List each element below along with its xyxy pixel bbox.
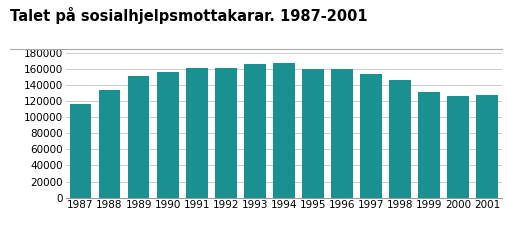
Bar [302, 69, 324, 198]
Bar [186, 68, 208, 198]
Bar [418, 92, 440, 198]
Bar [69, 104, 91, 198]
Bar [244, 64, 266, 198]
Bar [273, 63, 295, 198]
Bar [477, 95, 498, 198]
Bar [360, 74, 382, 198]
Bar [157, 72, 178, 198]
Bar [331, 69, 353, 198]
Text: Talet på sosialhjelpsmottakarar. 1987-2001: Talet på sosialhjelpsmottakarar. 1987-20… [10, 7, 368, 24]
Bar [389, 80, 411, 198]
Bar [128, 76, 150, 198]
Bar [448, 96, 469, 198]
Bar [215, 68, 237, 198]
Bar [98, 90, 120, 198]
